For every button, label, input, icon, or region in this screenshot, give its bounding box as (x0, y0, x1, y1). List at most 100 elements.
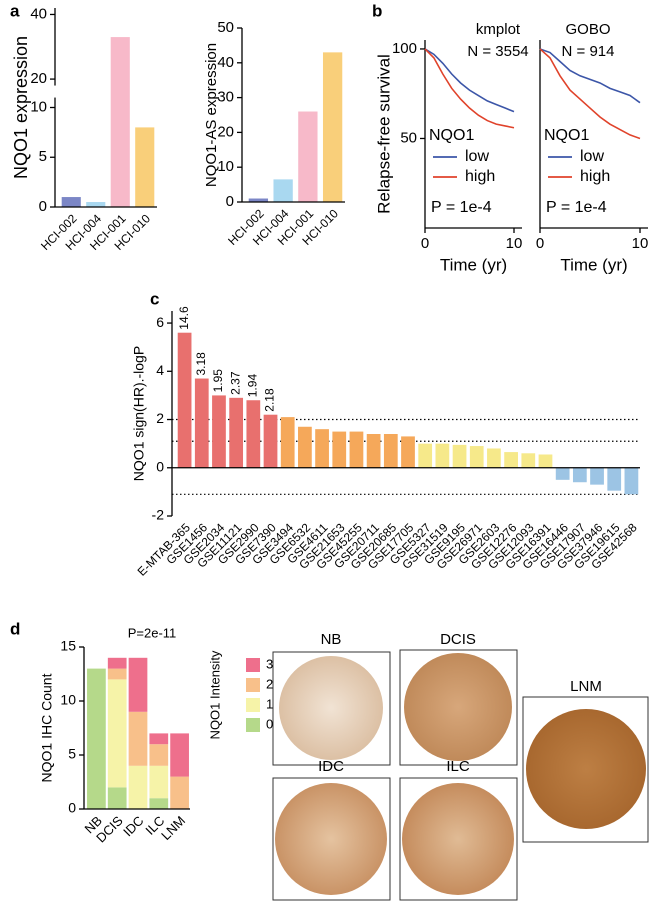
bar (469, 446, 484, 468)
bar (212, 395, 226, 468)
bar-segment (107, 679, 127, 788)
bar (315, 429, 329, 468)
bar-segment (128, 711, 148, 766)
bar-label: 2.18 (263, 388, 277, 412)
bar (332, 431, 347, 468)
bar (452, 444, 467, 468)
x-axis-label: Time (yr) (440, 255, 507, 274)
bar (555, 467, 570, 480)
y-tick-label: 4 (156, 362, 164, 378)
y-tick-label: 10 (217, 158, 234, 175)
image-label: DCIS (440, 631, 476, 648)
bar-segment (128, 765, 148, 809)
legend-title: NQO1 (429, 127, 474, 144)
p-value: P = 1e-4 (431, 199, 492, 216)
bar-segment (107, 787, 127, 809)
x-tick-label: 0 (536, 235, 544, 252)
y-tick-label: 2 (156, 410, 164, 426)
km-curve (539, 48, 641, 140)
chart-title: kmplot (476, 21, 521, 38)
bar-segment (107, 668, 127, 680)
legend-label: 3 (266, 656, 273, 671)
y-tick-label: 5 (39, 148, 47, 165)
bar-label: 2.37 (228, 371, 242, 395)
y-axis-label: NQO1 IHC Count (39, 673, 55, 782)
y-tick-label: 10 (30, 98, 47, 115)
legend-swatch (246, 718, 260, 732)
p-value: P = 1e-4 (546, 199, 607, 216)
legend-title: NQO1 (544, 127, 589, 144)
ihc-images: NB DCIS IDC ILC LNM (272, 631, 649, 901)
bar-segment (170, 733, 189, 777)
image-label: IDC (318, 758, 344, 775)
x-axis-label: Time (yr) (560, 255, 627, 274)
bar (504, 452, 518, 468)
bar (246, 400, 261, 468)
legend-label: low (580, 148, 604, 165)
bar (86, 202, 106, 207)
bar (383, 434, 398, 468)
bar (624, 467, 639, 495)
bar-segment (170, 776, 189, 809)
bar-segment (149, 744, 169, 766)
y-tick-label: 0 (39, 198, 47, 215)
bar (248, 198, 269, 202)
bar (590, 467, 604, 485)
bar (273, 179, 293, 202)
bar (487, 448, 501, 468)
y-tick-label: 15 (60, 638, 76, 654)
bar-segment (149, 765, 169, 799)
panel-letter: a (10, 1, 20, 20)
y-tick-label: 50 (400, 129, 417, 146)
y-axis-label: NQO1-AS expression (203, 43, 220, 187)
bar-segment (128, 657, 148, 712)
km-curve (424, 48, 515, 113)
tissue-core (526, 709, 646, 829)
bar (298, 426, 312, 468)
tissue-core (404, 653, 512, 761)
km-curve (424, 48, 515, 129)
bar (607, 467, 622, 491)
tissue-core (402, 783, 514, 895)
bar (572, 467, 587, 483)
legend-swatch (246, 698, 260, 712)
bar (280, 417, 295, 468)
tissue-core (275, 783, 387, 895)
bar-label: 1.95 (211, 369, 225, 393)
bar (298, 111, 318, 202)
legend-label: 0 (266, 716, 273, 731)
y-tick-label: 20 (217, 123, 234, 140)
legend-title: NQO1 Intensity (207, 650, 222, 739)
bar (538, 454, 553, 468)
bar-segment (149, 798, 169, 809)
legend-label: high (465, 168, 495, 185)
y-axis-label: NQO1 sign(HR).-logP (131, 346, 147, 481)
panel-letter: c (150, 289, 159, 308)
y-tick-label: 20 (30, 70, 47, 87)
x-tick-label: LNM (158, 813, 188, 843)
y-tick-label: 6 (156, 314, 164, 330)
image-label: LNM (570, 678, 602, 695)
image-label: ILC (446, 758, 470, 775)
bar (229, 397, 244, 468)
bar-segment (107, 657, 127, 669)
bar (61, 197, 81, 207)
bar-label: 14.6 (177, 306, 191, 330)
x-tick-label: 10 (632, 235, 649, 252)
bar (263, 414, 278, 468)
bar-label: 1.94 (246, 374, 260, 398)
bar (401, 436, 415, 468)
y-tick-label: 50 (217, 19, 234, 36)
panel-letter: d (10, 619, 20, 638)
y-tick-label: 5 (68, 746, 76, 762)
y-tick-label: 10 (60, 692, 76, 708)
bar (135, 127, 155, 207)
bar (521, 453, 536, 468)
bar (366, 434, 381, 468)
p-value: P=2e-11 (128, 625, 177, 640)
chart-subtitle: N = 3554 (467, 43, 528, 60)
y-axis-label: Relapse-free survival (374, 54, 393, 214)
panel-letter: b (372, 1, 382, 20)
bar (418, 443, 433, 468)
bar (194, 378, 209, 468)
